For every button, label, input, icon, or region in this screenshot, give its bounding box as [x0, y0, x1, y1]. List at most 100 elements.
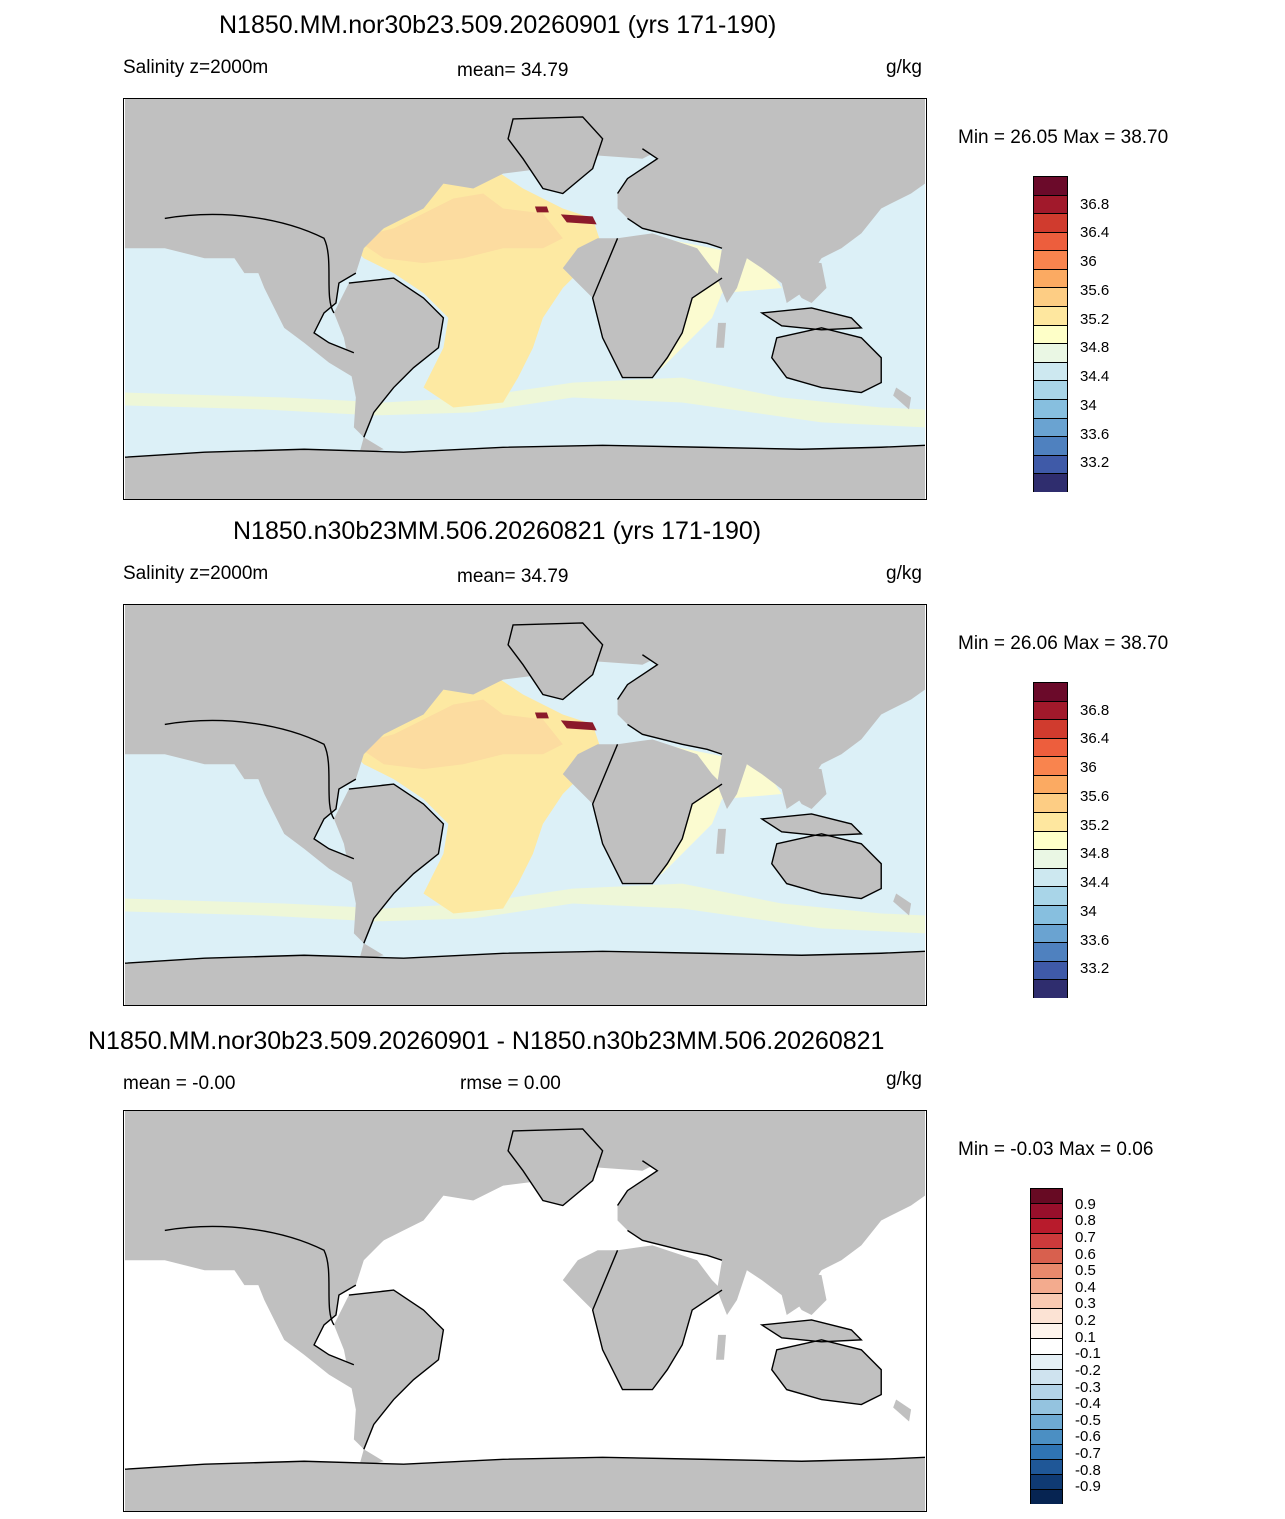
- colorbar-label: 0.5: [1075, 1262, 1096, 1280]
- colorbar-box: [1033, 682, 1068, 701]
- colorbar-label: 33.6: [1080, 425, 1110, 443]
- coastline: [507, 116, 604, 195]
- min-max-label: Min = -0.03 Max = 0.06: [958, 1139, 1154, 1160]
- australia: [771, 327, 882, 393]
- coastline: [771, 1339, 882, 1406]
- colorbar-label: 36.4: [1080, 224, 1110, 242]
- colorbar-box: [1033, 398, 1068, 418]
- colorbar-box: [1033, 454, 1068, 474]
- colorbar-box: [1030, 1413, 1063, 1429]
- colorbar-box: [1033, 774, 1068, 794]
- coastline: [313, 1284, 357, 1366]
- colorbar-label: 36.8: [1080, 195, 1110, 213]
- eurasia: [617, 1130, 925, 1315]
- colorbar-label: 35.2: [1080, 816, 1110, 834]
- madagascar: [716, 828, 726, 854]
- colorbar-label: -0.5: [1075, 1411, 1101, 1429]
- colorbar-box: [1033, 737, 1068, 757]
- colorbar-box: [1030, 1488, 1063, 1504]
- colorbar-label: 0.3: [1075, 1295, 1096, 1313]
- coastline: [348, 1289, 445, 1450]
- indonesia: [761, 307, 862, 330]
- colorbar-box: [1030, 1203, 1063, 1219]
- africa: [562, 739, 723, 884]
- colorbar-box: [1033, 923, 1068, 943]
- colorbar-label: 33.6: [1080, 931, 1110, 949]
- antarctica: [125, 951, 925, 1005]
- coastline: [771, 833, 882, 900]
- southern-band-field: [125, 377, 925, 428]
- indonesia: [761, 813, 862, 836]
- colorbar-label: 0.6: [1075, 1245, 1096, 1263]
- atlantic-core-field: [353, 699, 563, 770]
- colorbar-box: [1030, 1353, 1063, 1369]
- colorbar-box: [1033, 849, 1068, 868]
- southeast-asia: [786, 764, 827, 809]
- panel-title: N1850.n30b23MM.506.20260821 (yrs 171-190…: [233, 517, 762, 545]
- colorbar-box: [1033, 417, 1068, 437]
- salinity-map: [123, 98, 927, 500]
- units-label: g/kg: [886, 563, 922, 584]
- colorbar-box: [1030, 1398, 1063, 1414]
- southeast-asia: [786, 258, 827, 303]
- coastline: [164, 1225, 335, 1326]
- panel-title: N1850.MM.nor30b23.509.20260901 (yrs 171-…: [219, 11, 777, 39]
- colorbar-label: 34.4: [1080, 368, 1110, 386]
- colorbar-box: [1033, 194, 1068, 214]
- colorbar-label: -0.9: [1075, 1478, 1101, 1496]
- madagascar: [716, 322, 726, 348]
- colorbar-label: -0.7: [1075, 1445, 1101, 1463]
- colorbar-box: [1033, 306, 1068, 325]
- panel-difference: N1850.MM.nor30b23.509.20260901 - N1850.n…: [0, 1012, 1285, 1517]
- panel-title: N1850.MM.nor30b23.509.20260901 - N1850.n…: [88, 1027, 885, 1055]
- coastline: [759, 1319, 863, 1343]
- south-america: [333, 784, 444, 944]
- coastline: [348, 783, 445, 944]
- colorbar-label: 36: [1080, 759, 1097, 777]
- coastline: [759, 813, 863, 837]
- colorbar-box: [1030, 1383, 1063, 1399]
- colorbar-box: [1033, 830, 1068, 850]
- colorbar-box: [1033, 436, 1068, 455]
- colorbar-label: 35.6: [1080, 787, 1110, 805]
- colorbar-label: 35.2: [1080, 310, 1110, 328]
- map-svg: [124, 605, 926, 1005]
- coastline: [591, 1250, 723, 1391]
- indonesia: [761, 1319, 862, 1342]
- rmse-label: rmse = 0.00: [460, 1073, 561, 1094]
- coastline: [348, 277, 445, 438]
- colorbar-box: [1030, 1443, 1063, 1459]
- coastline: [313, 778, 357, 860]
- india: [717, 1260, 747, 1315]
- greenland: [508, 622, 603, 700]
- south-america: [333, 1290, 444, 1450]
- coastline: [164, 213, 335, 314]
- colorbar-label: 33.2: [1080, 454, 1110, 472]
- colorbar: 36.8 36.4 36 35.6 35.2 34.8 34.4 34 33.6 33.2: [1033, 682, 1109, 998]
- colorbar: 36.8 36.4 36 35.6 35.2 34.8 34.4 34 33.6 33.2: [1033, 176, 1109, 492]
- colorbar-label: 0.9: [1075, 1195, 1096, 1213]
- colorbar-label: -0.6: [1075, 1428, 1101, 1446]
- colorbar-label: 36.4: [1080, 730, 1110, 748]
- colorbar-box: [1030, 1233, 1063, 1249]
- colorbar-box: [1033, 213, 1068, 232]
- colorbar: 0.9 0.8 0.7 0.6 0.5 0.4 0.3 0.2 0.1 -0.1 -0.2 -0.3-…: [1030, 1188, 1101, 1504]
- map-svg: [124, 99, 926, 499]
- north-america-body: [125, 1145, 464, 1390]
- coastline: [616, 654, 659, 700]
- africa: [562, 1245, 723, 1390]
- colorbar-label: 34.8: [1080, 845, 1110, 863]
- colorbar-box: [1030, 1473, 1063, 1489]
- colorbar-label: -0.1: [1075, 1345, 1101, 1363]
- colorbar-label: 35.6: [1080, 281, 1110, 299]
- colorbar-box: [1033, 886, 1068, 905]
- greenland: [508, 116, 603, 194]
- coastline: [627, 217, 723, 249]
- coastline: [164, 719, 335, 820]
- colorbar-box: [1033, 793, 1068, 813]
- mean-label: mean= 34.79: [457, 566, 569, 587]
- map-svg: [124, 1111, 926, 1511]
- colorbar-box: [1030, 1218, 1063, 1234]
- australia: [771, 833, 882, 899]
- variable-label: Salinity z=2000m: [123, 563, 269, 584]
